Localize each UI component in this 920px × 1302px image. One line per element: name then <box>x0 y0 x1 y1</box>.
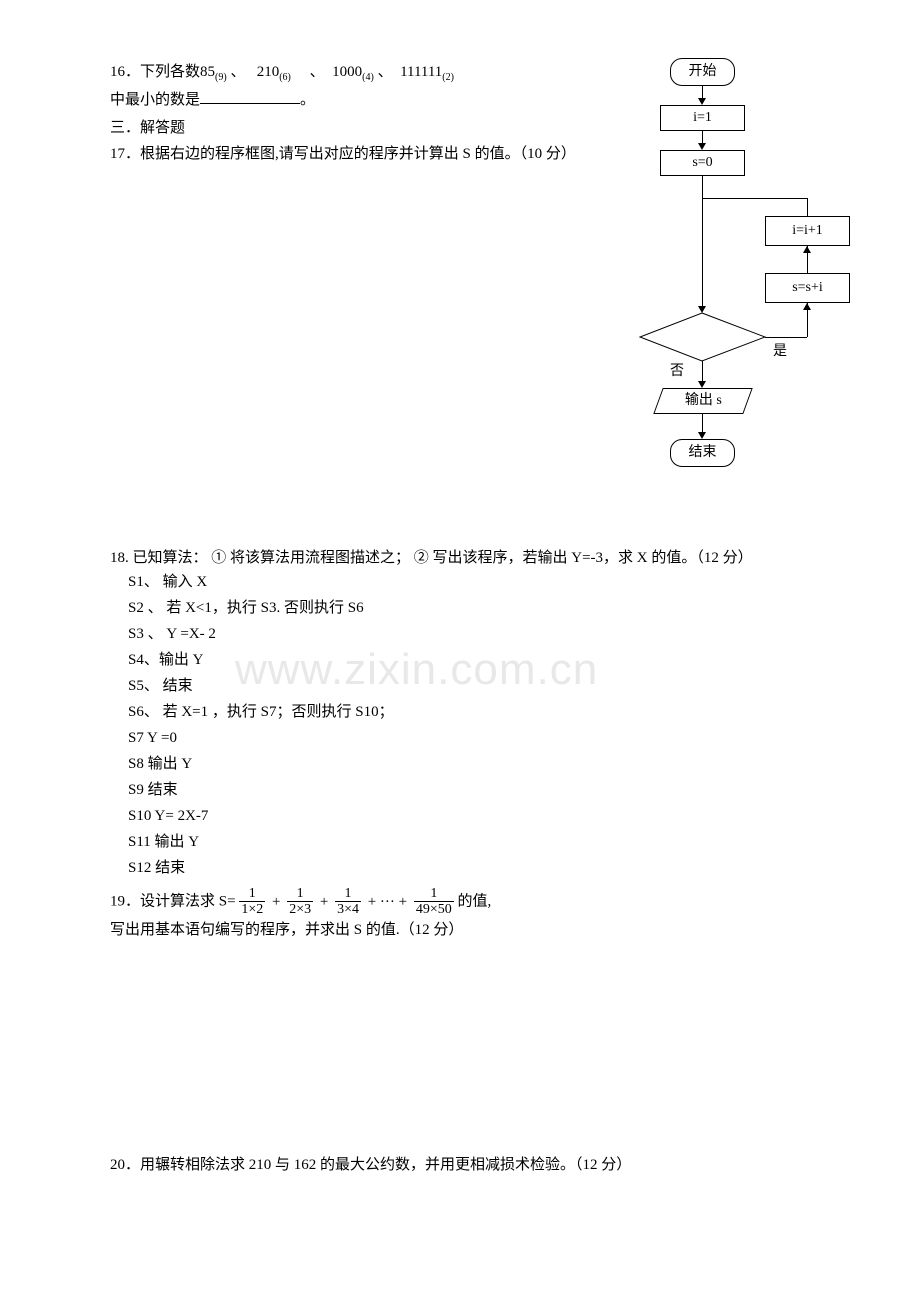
q19-dots: + ··· + <box>368 894 407 910</box>
q19-line2: 写出用基本语句编写的程序，并求出 S 的值.（12 分） <box>110 918 810 942</box>
q18-s1: S1、 输入 X <box>110 570 810 594</box>
q18-s7: S7 Y =0 <box>110 726 810 750</box>
q18-s3: S3 、 Y =X- 2 <box>110 622 810 646</box>
q18-head: 18. 已知算法： ① 将该算法用流程图描述之； ② 写出该程序，若输出 Y=-… <box>110 546 810 570</box>
question-16: 16．下列各数85(9) 、 210(6) 、 1000(4) 、 111111… <box>110 60 580 112</box>
q18-s10: S10 Y= 2X-7 <box>110 804 810 828</box>
question-18: 18. 已知算法： ① 将该算法用流程图描述之； ② 写出该程序，若输出 Y=-… <box>110 546 810 880</box>
q16-text: 16．下列各数85 <box>110 64 215 80</box>
q16-line2b: 。 <box>300 92 315 108</box>
q18-s6: S6、 若 X=1 ，执行 S7；否则执行 S10； <box>110 700 810 724</box>
q18-s5: S5、 结束 <box>110 674 810 698</box>
q16-line2a: 中最小的数是 <box>110 92 200 108</box>
question-17: 17．根据右边的程序框图,请写出对应的程序并计算出 S 的值。（10 分） <box>110 142 810 166</box>
question-19: 19．设计算法求 S= 11×2 + 12×3 + 13×4 + ··· + 1… <box>110 886 810 942</box>
q18-s9: S9 结束 <box>110 778 810 802</box>
q16-sub2: (6) <box>279 72 291 83</box>
q16-sub3: (4) <box>362 72 374 83</box>
q19-suffix: 的值, <box>458 893 492 909</box>
question-20: 20．用辗转相除法求 210 与 162 的最大公约数，并用更相减损术检验。（1… <box>110 1153 631 1177</box>
q18-s12: S12 结束 <box>110 856 810 880</box>
q19-frac2: 12×3 <box>287 886 313 918</box>
q18-s8: S8 输出 Y <box>110 752 810 776</box>
q16-sep1: 、 210 <box>227 64 280 80</box>
q19-frac4: 149×50 <box>414 886 454 918</box>
q16-sub4: (2) <box>442 72 454 83</box>
q16-blank <box>200 90 300 104</box>
q19-prefix: 19．设计算法求 S= <box>110 893 236 909</box>
q18-s11: S11 输出 Y <box>110 830 810 854</box>
q16-sep3: 、 111111 <box>374 64 442 80</box>
plus-1: + <box>272 894 280 910</box>
q16-sub1: (9) <box>215 72 227 83</box>
q19-frac3: 13×4 <box>335 886 361 918</box>
section-3-title: 三．解答题 <box>110 116 810 140</box>
q19-frac1: 11×2 <box>239 886 265 918</box>
plus-2: + <box>320 894 328 910</box>
q18-s4: S4、输出 Y <box>110 648 810 672</box>
q16-sep2: 、 1000 <box>291 64 362 80</box>
q18-s2: S2 、 若 X<1，执行 S3. 否则执行 S6 <box>110 596 810 620</box>
